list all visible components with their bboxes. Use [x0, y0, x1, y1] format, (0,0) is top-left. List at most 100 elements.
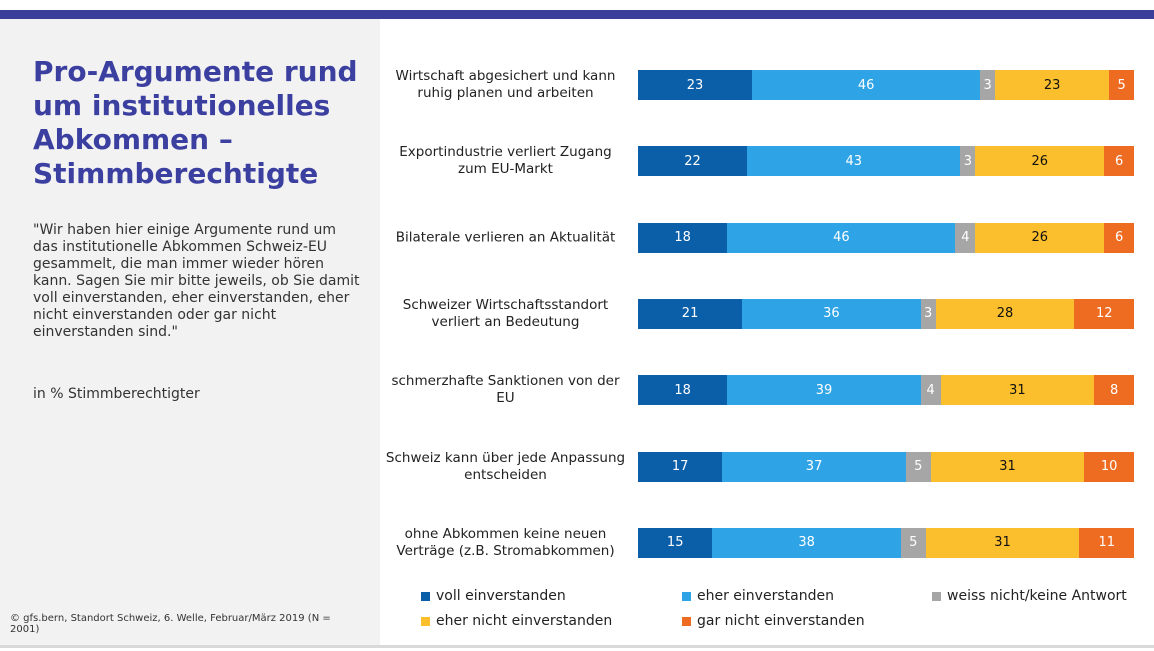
value-label: 4	[961, 230, 970, 246]
legend-swatch	[682, 616, 691, 626]
bar-segment: 5	[900, 527, 926, 558]
bar-segment: 23	[995, 70, 1110, 100]
value-label: 6	[1114, 153, 1124, 169]
bar-segment: 31	[940, 375, 1095, 406]
value-label: 18	[674, 230, 691, 246]
value-label: 22	[684, 153, 701, 169]
value-label: 38	[798, 535, 815, 551]
bar-segment: 4	[920, 375, 941, 406]
legend-swatch	[682, 591, 691, 601]
value-label: 31	[1009, 382, 1026, 398]
bar-segment: 4	[955, 222, 976, 253]
bar-segment: 5	[905, 451, 931, 482]
bar-segment: 6	[1104, 146, 1134, 177]
value-label: 3	[924, 306, 933, 322]
bar-segment: 12	[1074, 298, 1134, 329]
value-label: 31	[994, 535, 1011, 551]
legend-label: eher nicht einverstanden	[436, 613, 613, 629]
bar-segment: 6	[1104, 222, 1134, 253]
bar-segment: 15	[638, 527, 713, 558]
bar-segment: 31	[925, 527, 1080, 558]
legend-item: voll einverstanden	[421, 588, 566, 604]
bar-segment: 38	[712, 527, 901, 558]
category-label: Schweiz kann über jede Anpassung entsche…	[385, 449, 626, 483]
value-label: 26	[1031, 153, 1049, 169]
bar-segment: 8	[1094, 375, 1134, 406]
bar-segment: 23	[638, 70, 753, 100]
legend-item: weiss nicht/keine Antwort	[932, 588, 1127, 604]
bar-segment: 28	[935, 298, 1075, 329]
value-label: 4	[926, 382, 935, 398]
category-label: Wirtschaft abgesichert und kann ruhig pl…	[395, 68, 616, 101]
value-label: 5	[914, 459, 923, 474]
value-label: 18	[674, 382, 691, 398]
legend-item: gar nicht einverstanden	[682, 613, 865, 629]
value-label: 8	[1110, 382, 1119, 398]
value-label: 15	[666, 535, 684, 551]
bar-segment: 39	[727, 375, 921, 406]
value-label: 46	[833, 230, 850, 246]
bar-segment: 10	[1084, 451, 1134, 482]
bar-segment: 22	[638, 146, 748, 177]
category-label: ohne Abkommen keine neuen Verträge (z.B.…	[396, 525, 615, 559]
question-text: "Wir haben hier einige Argumente rund um…	[33, 222, 360, 340]
value-label: 21	[681, 306, 699, 322]
unit-note: in % Stimmberechtigter	[33, 386, 200, 402]
bar-segment: 18	[638, 222, 728, 253]
legend-label: voll einverstanden	[436, 588, 566, 604]
bar-segment: 37	[722, 451, 906, 482]
category-label: Schweizer Wirtschaftsstandort verliert a…	[402, 296, 609, 330]
value-label: 36	[823, 306, 840, 322]
bar-segment: 3	[960, 146, 976, 177]
legend-label: gar nicht einverstanden	[697, 613, 865, 629]
category-label: Exportindustrie verliert Zugang zum EU-M…	[399, 144, 612, 178]
category-label: schmerzhafte Sanktionen von der EU	[391, 373, 620, 407]
bottom-line	[0, 645, 1154, 648]
legend-swatch	[421, 616, 430, 626]
value-label: 39	[815, 382, 833, 398]
legend-label: eher einverstanden	[697, 588, 834, 604]
legend-swatch	[932, 591, 941, 601]
value-label: 10	[1100, 459, 1118, 474]
value-label: 46	[857, 77, 875, 93]
bar-segment: 26	[975, 146, 1105, 177]
value-label: 26	[1031, 230, 1049, 246]
value-label: 12	[1095, 306, 1113, 322]
value-label: 3	[983, 77, 992, 93]
slide-title: Pro-Argumente rund um institutionelles A…	[33, 55, 358, 190]
bar-segment: 43	[747, 146, 961, 177]
source: © gfs.bern, Standort Schweiz, 6. Welle, …	[10, 613, 331, 635]
bar-segment: 5	[1109, 70, 1134, 100]
category-label: Bilaterale verlieren an Aktualität	[395, 229, 616, 246]
value-label: 5	[909, 535, 918, 551]
side-panel	[0, 19, 380, 645]
value-label: 23	[1043, 77, 1061, 93]
top-bar	[0, 10, 1154, 19]
legend-item: eher nicht einverstanden	[421, 613, 612, 629]
legend-swatch	[421, 591, 430, 601]
value-label: 31	[999, 459, 1016, 474]
bar-segment: 3	[920, 298, 936, 329]
bar-segment: 18	[638, 375, 728, 406]
bar-segment: 46	[752, 70, 981, 100]
bar-segment: 46	[727, 222, 956, 253]
legend-item: eher einverstanden	[682, 588, 834, 604]
bar-segment: 31	[930, 451, 1085, 482]
value-label: 28	[996, 306, 1014, 322]
bar-segment: 17	[638, 451, 723, 482]
value-label: 23	[686, 77, 704, 93]
bar-segment: 26	[975, 222, 1105, 253]
value-label: 3	[963, 153, 972, 169]
bar-segment: 36	[742, 298, 921, 329]
bar-segment: 11	[1079, 527, 1134, 558]
bar-segment: 21	[638, 298, 743, 329]
value-label: 5	[1117, 77, 1126, 93]
value-label: 11	[1098, 535, 1115, 551]
bar-segment: 3	[980, 70, 996, 100]
value-label: 43	[845, 153, 863, 169]
legend-label: weiss nicht/keine Antwort	[947, 588, 1127, 604]
value-label: 17	[671, 459, 689, 474]
value-label: 37	[805, 459, 823, 474]
value-label: 6	[1114, 230, 1124, 246]
